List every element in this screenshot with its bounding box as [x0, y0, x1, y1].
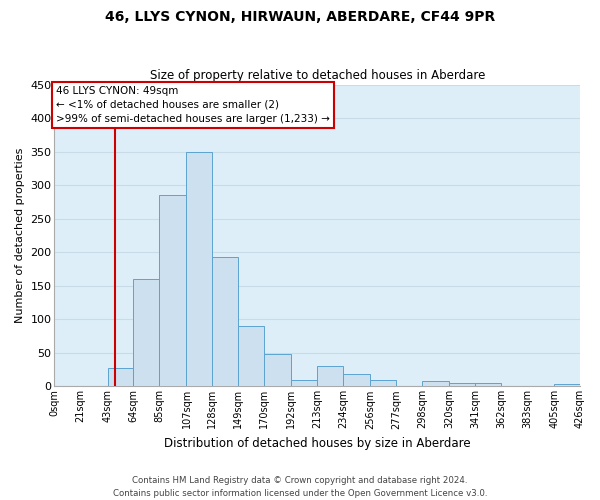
Bar [554, 384, 580, 386]
Text: 46 LLYS CYNON: 49sqm
← <1% of detached houses are smaller (2)
>99% of semi-detac: 46 LLYS CYNON: 49sqm ← <1% of detached h… [56, 86, 329, 124]
Bar [133, 279, 160, 386]
Bar [317, 366, 343, 386]
Bar [212, 257, 238, 386]
Bar [160, 195, 187, 386]
Bar [449, 383, 475, 386]
Y-axis label: Number of detached properties: Number of detached properties [15, 148, 25, 323]
Text: 46, LLYS CYNON, HIRWAUN, ABERDARE, CF44 9PR: 46, LLYS CYNON, HIRWAUN, ABERDARE, CF44 … [105, 10, 495, 24]
Bar [422, 381, 449, 386]
Bar [238, 326, 264, 386]
X-axis label: Distribution of detached houses by size in Aberdare: Distribution of detached houses by size … [164, 437, 470, 450]
Bar [107, 368, 133, 386]
Bar [292, 380, 317, 386]
Bar [475, 383, 501, 386]
Bar [370, 380, 396, 386]
Bar [343, 374, 370, 386]
Bar [187, 152, 212, 386]
Bar [264, 354, 292, 386]
Text: Contains HM Land Registry data © Crown copyright and database right 2024.
Contai: Contains HM Land Registry data © Crown c… [113, 476, 487, 498]
Title: Size of property relative to detached houses in Aberdare: Size of property relative to detached ho… [149, 69, 485, 82]
